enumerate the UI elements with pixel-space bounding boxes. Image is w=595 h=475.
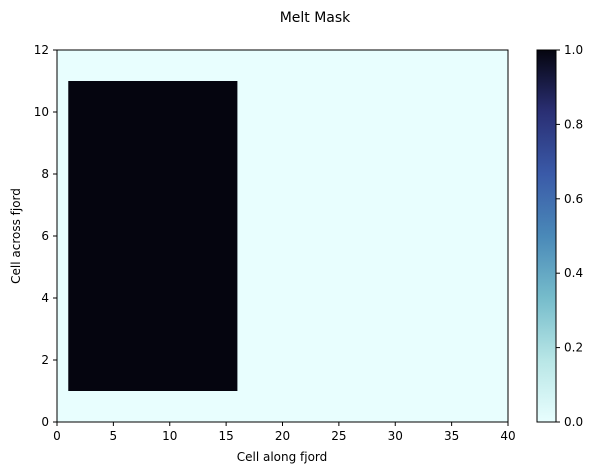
chart-title: Melt Mask — [280, 10, 351, 26]
colorbar-tick-label: 1.0 — [564, 43, 583, 57]
colorbar-tick-label: 0.2 — [564, 341, 583, 355]
y-tick-label: 12 — [34, 43, 49, 57]
y-axis-ticks: 0 2 4 6 8 10 12 — [34, 43, 57, 429]
x-tick-label: 35 — [444, 429, 459, 443]
x-tick-label: 10 — [162, 429, 177, 443]
colorbar-tick-label: 0.0 — [564, 415, 583, 429]
y-tick-label: 8 — [41, 167, 49, 181]
colorbar-gradient — [537, 50, 556, 422]
colorbar-frame — [536, 49, 557, 423]
y-tick-label: 2 — [41, 353, 49, 367]
heatmap-region — [68, 81, 238, 391]
x-tick-label: 15 — [218, 429, 233, 443]
x-tick-label: 25 — [331, 429, 346, 443]
y-tick-label: 4 — [41, 291, 49, 305]
y-tick-label: 0 — [41, 415, 49, 429]
x-axis-label: Cell along fjord — [237, 450, 328, 464]
x-tick-label: 40 — [500, 429, 515, 443]
x-tick-label: 20 — [275, 429, 290, 443]
colorbar-tick-label: 0.6 — [564, 192, 583, 206]
colorbar-tick-label: 0.4 — [564, 266, 583, 280]
x-tick-label: 5 — [110, 429, 118, 443]
colorbar-tick-label: 0.8 — [564, 117, 583, 131]
plot-area — [56, 49, 509, 423]
x-tick-label: 0 — [53, 429, 61, 443]
x-axis-ticks: 0 5 10 15 20 25 30 35 40 — [53, 422, 516, 443]
y-tick-label: 6 — [41, 229, 49, 243]
x-tick-label: 30 — [388, 429, 403, 443]
colorbar-ticks: 0.0 0.2 0.4 0.6 0.8 1.0 — [556, 43, 583, 429]
y-tick-label: 10 — [34, 105, 49, 119]
colorbar: 0.0 0.2 0.4 0.6 0.8 1.0 — [536, 43, 583, 429]
y-axis-label: Cell across fjord — [9, 188, 23, 284]
